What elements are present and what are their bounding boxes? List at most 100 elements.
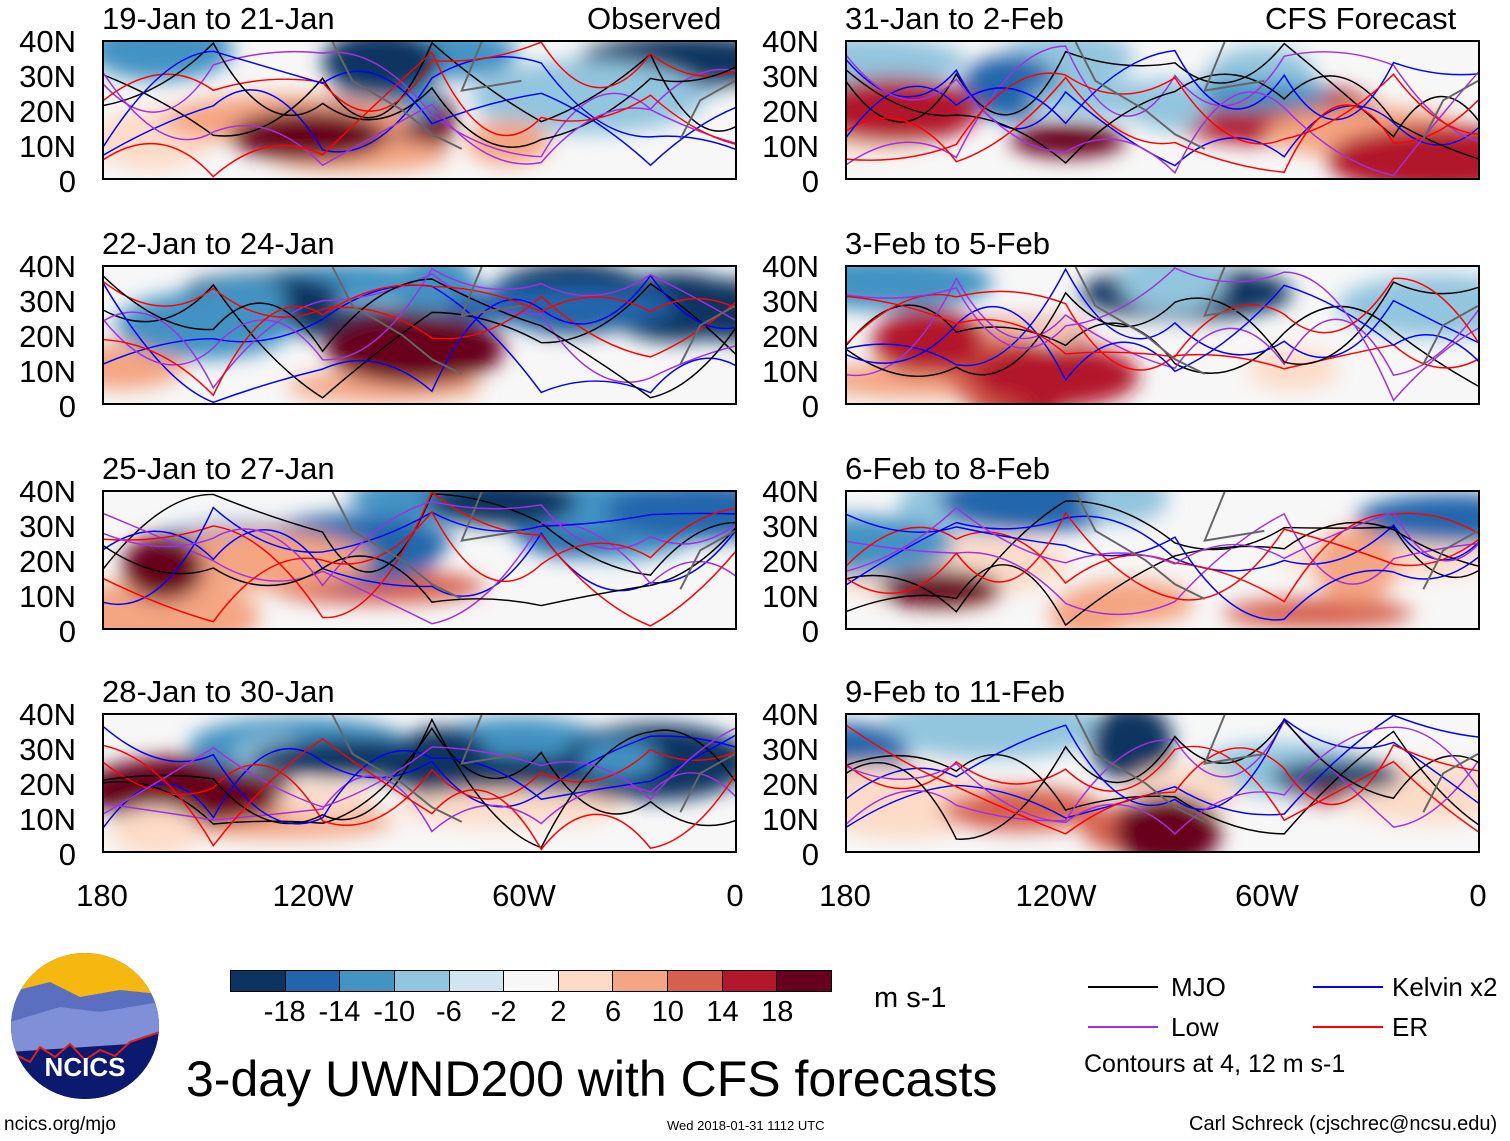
lat-tick-label: 0 [801, 837, 819, 872]
legend-note: Contours at 4, 12 m s-1 [1084, 1050, 1346, 1078]
wave-contour [847, 54, 1478, 177]
wave-contour [847, 284, 1478, 382]
lat-tick-label: 30N [19, 509, 76, 544]
wind-anomaly-blob [939, 492, 1126, 533]
wave-contour [847, 76, 1478, 174]
colorbar-swatch [668, 971, 723, 991]
wave-contour [104, 275, 735, 399]
wave-contour [104, 726, 735, 825]
lat-tick-label: 40N [762, 697, 819, 732]
lat-tick-label: 30N [762, 509, 819, 544]
panel-title: 9-Feb to 11-Feb [845, 674, 1065, 709]
lat-tick-label: 30N [762, 59, 819, 94]
panel-title: 31-Jan to 2-Feb [845, 1, 1064, 36]
wave-contour [847, 277, 1478, 358]
wind-anomaly-blob [970, 344, 1140, 403]
wave-contour [104, 493, 735, 576]
colorbar-tick-label: -6 [436, 996, 462, 1028]
forecast-label: CFS Forecast [1265, 1, 1457, 36]
lat-tick-label: 40N [762, 249, 819, 284]
colorbar-swatch [722, 971, 778, 991]
lat-tick-label: 20N [762, 767, 819, 802]
panel-title: 19-Jan to 21-Jan [102, 1, 335, 36]
lat-tick-label: 10N [762, 129, 819, 164]
wave-contour [104, 72, 735, 167]
lat-tick-label: 30N [19, 59, 76, 94]
wave-contour [847, 276, 1478, 377]
colorbar-tick-label: -10 [373, 996, 416, 1028]
wave-contour [847, 726, 1478, 835]
lat-tick-label: 30N [19, 284, 76, 319]
lat-tick-label: 20N [762, 94, 819, 129]
wave-contour [104, 42, 735, 112]
colorbar-tick-label: 18 [761, 996, 794, 1028]
wind-anomaly-blob [1117, 267, 1227, 314]
lat-tick-label: 10N [19, 354, 76, 389]
lat-tick-label: 20N [19, 544, 76, 579]
lat-tick-label: 30N [762, 732, 819, 767]
lon-tick-label: 180 [819, 878, 871, 913]
ncics-logo: NCICS [10, 952, 160, 1100]
lat-tick-label: 10N [19, 579, 76, 614]
wave-contour [847, 69, 1478, 164]
wave-contour [847, 512, 1478, 603]
wave-contour [104, 50, 735, 167]
source-link[interactable]: ncics.org/mjo [4, 1114, 116, 1135]
map-panel [845, 713, 1480, 853]
legend-line-low [1088, 1026, 1158, 1028]
wave-contour [847, 59, 1478, 167]
colorbar-tick-label: -18 [263, 996, 306, 1028]
wave-contour [104, 735, 735, 829]
wave-contour [104, 726, 735, 827]
wind-anomaly-blob [847, 42, 967, 89]
wave-contour [104, 281, 735, 358]
legend-label-low: Low [1171, 1012, 1219, 1042]
wind-anomaly-blob [111, 806, 202, 851]
wave-contour [104, 284, 735, 394]
wave-contour [847, 45, 1478, 166]
lat-tick-label: 20N [762, 544, 819, 579]
lat-tick-label: 10N [19, 802, 76, 837]
wave-contour [104, 492, 735, 627]
wind-anomaly-blob [877, 715, 1104, 759]
map-panel [845, 265, 1480, 405]
lat-tick-label: 20N [19, 767, 76, 802]
wave-contour [847, 715, 1478, 828]
wind-anomaly-blob [1049, 589, 1130, 628]
lat-tick-label: 20N [762, 319, 819, 354]
wave-contour [104, 508, 735, 623]
legend-label-mjo: MJO [1171, 972, 1226, 1002]
observed-label: Observed [587, 1, 722, 36]
map-panel [845, 490, 1480, 630]
wave-contour [104, 772, 735, 833]
wave-contour [104, 284, 735, 397]
wind-anomaly-blob [1248, 348, 1339, 391]
wave-contour [104, 738, 735, 851]
wave-contour [847, 515, 1478, 586]
timestamp: Wed 2018-01-31 1112 UTC [667, 1118, 825, 1133]
colorbar-tick-label: -2 [490, 996, 517, 1028]
colorbar-swatch [231, 971, 286, 991]
lon-tick-label: 60W [492, 878, 556, 913]
wave-contour [847, 717, 1478, 811]
wave-contour [104, 267, 735, 366]
wave-contour [847, 267, 1478, 402]
lat-tick-label: 0 [58, 614, 76, 649]
logo-text: NCICS [45, 1052, 126, 1082]
colorbar-swatch [449, 971, 505, 991]
colorbar-tick-label: 6 [605, 996, 622, 1028]
wave-contour [847, 718, 1478, 840]
wave-contour [104, 527, 735, 607]
colorbar-tick-label: -14 [318, 996, 361, 1028]
wind-anomaly-blob [122, 535, 205, 601]
wave-contour [847, 730, 1478, 835]
colorbar-swatch [504, 971, 559, 991]
map-panel [102, 265, 737, 405]
wind-anomaly-blob [579, 739, 660, 779]
lat-tick-label: 40N [19, 697, 76, 732]
wave-contour [104, 56, 735, 156]
colorbar [230, 970, 832, 992]
colorbar-swatch [777, 971, 832, 991]
wave-contour [847, 49, 1478, 138]
colorbar-swatch [613, 971, 669, 991]
